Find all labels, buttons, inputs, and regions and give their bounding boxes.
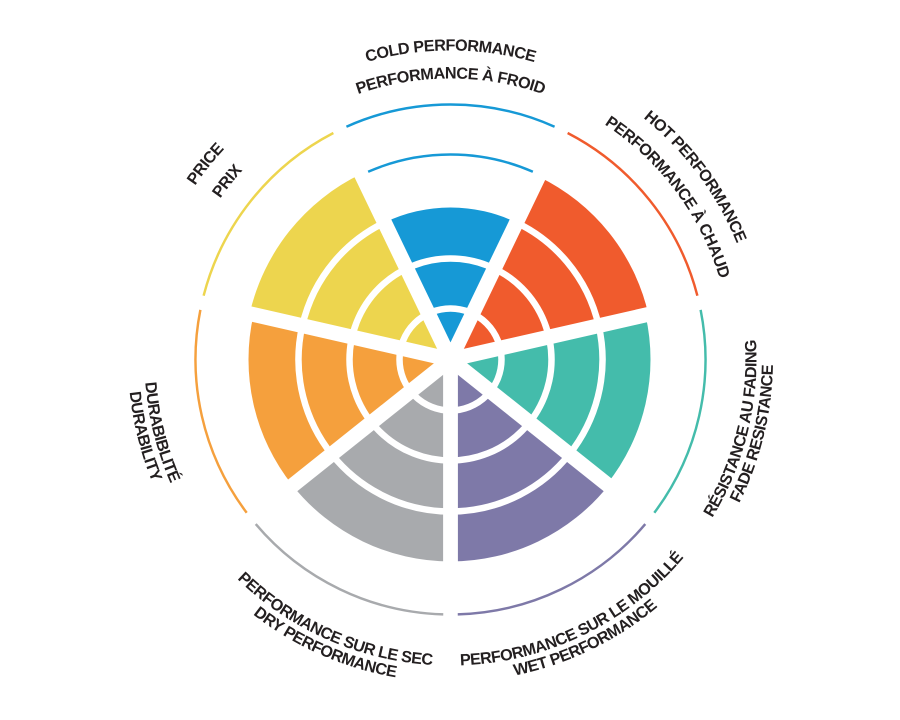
svg-text:PRIX: PRIX	[209, 161, 246, 201]
svg-text:PERFORMANCE À FROID: PERFORMANCE À FROID	[354, 64, 548, 98]
svg-text:COLD PERFORMANCE: COLD PERFORMANCE	[363, 36, 538, 66]
